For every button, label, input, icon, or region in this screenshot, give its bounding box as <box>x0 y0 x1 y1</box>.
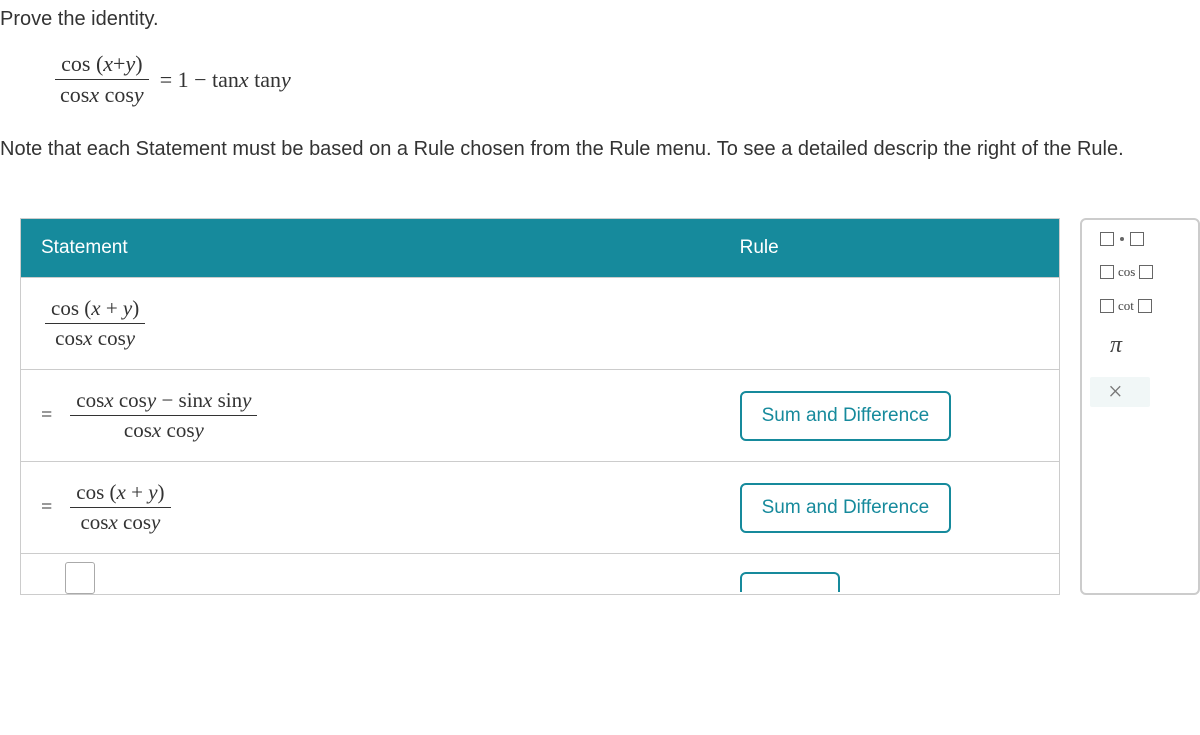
instruction-note: Note that each Statement must be based o… <box>0 135 1200 163</box>
table-row <box>21 553 1059 594</box>
cot-label: cot <box>1118 298 1134 314</box>
rule-cell <box>720 554 1059 592</box>
tool-pi[interactable]: π <box>1090 332 1122 359</box>
table-row: = cos (x + y) cosx cosy Sum and Differen… <box>21 461 1059 553</box>
statement-cell: = cos (x + y) cosx cosy <box>21 462 720 553</box>
rule-cell: Sum and Difference <box>720 462 1059 553</box>
placeholder-icon <box>1100 299 1114 313</box>
rule-cell: Sum and Difference <box>720 370 1059 461</box>
statement-numerator: cos (x + y) <box>45 294 145 324</box>
tool-close[interactable]: × <box>1090 377 1150 407</box>
rule-header: Rule <box>720 219 1059 277</box>
identity-rhs: = 1 − tanx tany <box>160 67 291 93</box>
statement-cell <box>21 554 720 594</box>
tool-cos[interactable]: cos <box>1090 264 1153 280</box>
statement-numerator: cosx cosy − sinx siny <box>70 386 257 416</box>
statement-cell: cos (x + y) cosx cosy <box>21 278 720 369</box>
equals-sign: = <box>41 496 52 519</box>
identity-numerator: cos (x+y) <box>55 49 148 80</box>
cos-label: cos <box>1118 264 1135 280</box>
placeholder-icon <box>1100 232 1114 246</box>
placeholder-icon <box>1139 265 1153 279</box>
rule-cell <box>720 278 1059 369</box>
statement-numerator: cos (x + y) <box>70 478 170 508</box>
math-toolbox: cos cot π × <box>1080 218 1200 595</box>
rule-selector[interactable] <box>740 572 840 592</box>
statement-header: Statement <box>21 219 720 277</box>
identity-equation: cos (x+y) cosx cosy = 1 − tanx tany <box>50 49 1200 110</box>
statement-cell: = cosx cosy − sinx siny cosx cosy <box>21 370 720 461</box>
dot-icon <box>1120 237 1124 241</box>
rule-selector[interactable]: Sum and Difference <box>740 391 952 441</box>
statement-denominator: cosx cosy <box>49 324 141 353</box>
rule-selector[interactable]: Sum and Difference <box>740 483 952 533</box>
table-row: = cosx cosy − sinx siny cosx cosy Sum an… <box>21 369 1059 461</box>
equals-sign: = <box>41 404 52 427</box>
proof-table: Statement Rule cos (x + y) cosx cosy = <box>20 218 1060 595</box>
page-title: Prove the identity. <box>0 0 1200 31</box>
identity-denominator: cosx cosy <box>54 80 150 110</box>
placeholder-icon <box>1100 265 1114 279</box>
table-header: Statement Rule <box>21 219 1059 277</box>
placeholder-icon <box>1130 232 1144 246</box>
statement-denominator: cosx cosy <box>74 508 166 537</box>
tool-multiply[interactable] <box>1090 232 1144 246</box>
tool-cot[interactable]: cot <box>1090 298 1152 314</box>
placeholder-icon <box>1138 299 1152 313</box>
statement-denominator: cosx cosy <box>118 416 210 445</box>
table-row: cos (x + y) cosx cosy <box>21 277 1059 369</box>
expression-input[interactable] <box>65 562 95 594</box>
